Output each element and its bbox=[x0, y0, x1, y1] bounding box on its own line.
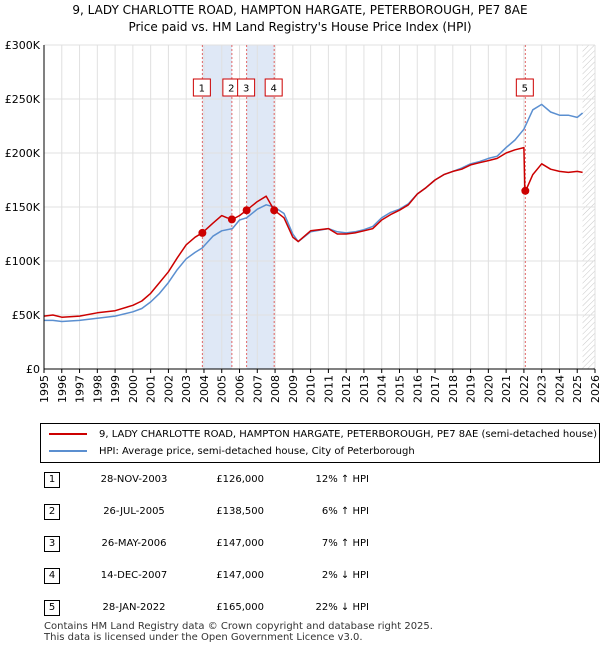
y-tick-label: £300K bbox=[5, 39, 41, 52]
sale-label-number: 2 bbox=[228, 84, 234, 95]
x-tick-label: 2001 bbox=[145, 375, 158, 403]
sale-label-number: 1 bbox=[199, 84, 205, 95]
sale-number-badge: 1 bbox=[44, 472, 60, 488]
x-tick-label: 2010 bbox=[305, 375, 318, 403]
footer-licence: This data is licensed under the Open Gov… bbox=[44, 632, 363, 643]
table-row: 5 28-JAN-2022 £165,000 22% ↓ HPI bbox=[44, 600, 444, 616]
sale-price: £147,000 bbox=[216, 570, 264, 581]
sale-hpi-diff: 7% ↑ HPI bbox=[321, 538, 369, 549]
x-tick-label: 2009 bbox=[287, 375, 300, 403]
footer-copyright: Contains HM Land Registry data © Crown c… bbox=[44, 621, 433, 632]
x-tick-label: 1996 bbox=[56, 375, 69, 403]
y-tick-label: £200K bbox=[5, 147, 41, 160]
sale-hpi-diff: 2% ↓ HPI bbox=[321, 570, 369, 581]
table-row: 4 14-DEC-2007 £147,000 2% ↓ HPI bbox=[44, 568, 444, 584]
sale-label-box bbox=[515, 78, 534, 97]
x-tick-label: 2025 bbox=[571, 375, 584, 403]
x-tick-label: 2013 bbox=[358, 375, 371, 403]
x-tick-label: 2022 bbox=[518, 375, 531, 403]
chart-title-line2: Price paid vs. HM Land Registry's House … bbox=[128, 20, 472, 34]
x-tick-label: 2006 bbox=[234, 375, 247, 403]
x-tick-label: 2024 bbox=[553, 375, 566, 403]
y-tick-label: £250K bbox=[5, 93, 41, 106]
sale-point bbox=[198, 228, 207, 237]
x-tick-label: 2004 bbox=[198, 375, 211, 403]
table-row: 1 28-NOV-2003 £126,000 12% ↑ HPI bbox=[44, 472, 444, 488]
legend-swatch-hpi bbox=[49, 450, 87, 452]
y-tick-label: £150K bbox=[5, 201, 41, 214]
sale-hpi-diff: 6% ↑ HPI bbox=[321, 506, 369, 517]
y-tick-label: £0 bbox=[26, 363, 40, 376]
x-tick-label: 2016 bbox=[411, 375, 424, 403]
sale-label-box bbox=[192, 78, 211, 97]
x-tick-label: 1999 bbox=[109, 375, 122, 403]
sale-number-badge: 5 bbox=[44, 600, 60, 616]
sale-date: 28-JAN-2022 bbox=[102, 602, 166, 613]
x-tick-label: 2021 bbox=[500, 375, 513, 403]
legend: 9, LADY CHARLOTTE ROAD, HAMPTON HARGATE,… bbox=[40, 423, 600, 463]
sale-date: 26-MAY-2006 bbox=[101, 538, 167, 549]
x-tick-label: 2020 bbox=[482, 375, 495, 403]
x-tick-label: 2000 bbox=[127, 375, 140, 403]
sale-label-number: 3 bbox=[243, 84, 249, 95]
series-line-property bbox=[43, 146, 583, 318]
table-row: 3 26-MAY-2006 £147,000 7% ↑ HPI bbox=[44, 536, 444, 552]
x-tick-label: 1995 bbox=[38, 375, 51, 403]
x-tick-label: 2012 bbox=[340, 375, 353, 403]
y-tick-label: £50K bbox=[12, 309, 41, 322]
sale-date: 28-NOV-2003 bbox=[100, 474, 168, 485]
x-tick-label: 2008 bbox=[269, 375, 282, 403]
sale-date: 14-DEC-2007 bbox=[100, 570, 168, 581]
x-tick-label: 2018 bbox=[447, 375, 460, 403]
sale-price: £165,000 bbox=[216, 602, 264, 613]
sale-date: 26-JUL-2005 bbox=[103, 506, 165, 517]
x-tick-label: 2017 bbox=[429, 375, 442, 403]
y-tick-label: £100K bbox=[5, 255, 41, 268]
x-tick-label: 2002 bbox=[162, 375, 175, 403]
series-line-hpi bbox=[44, 103, 584, 323]
legend-label-property: 9, LADY CHARLOTTE ROAD, HAMPTON HARGATE,… bbox=[99, 429, 597, 440]
legend-label-hpi: HPI: Average price, semi-detached house,… bbox=[99, 446, 415, 457]
sale-number-badge: 2 bbox=[44, 504, 60, 520]
chart-title-line1: 9, LADY CHARLOTTE ROAD, HAMPTON HARGATE,… bbox=[72, 3, 528, 17]
sale-number-badge: 4 bbox=[44, 568, 60, 584]
x-tick-label: 2026 bbox=[589, 375, 600, 403]
legend-item-hpi: HPI: Average price, semi-detached house,… bbox=[49, 444, 415, 460]
x-tick-label: 2007 bbox=[251, 375, 264, 403]
sale-point bbox=[270, 206, 279, 215]
x-tick-label: 2005 bbox=[216, 375, 229, 403]
x-tick-label: 2015 bbox=[393, 375, 406, 403]
legend-swatch-property bbox=[49, 433, 87, 435]
sale-price: £147,000 bbox=[216, 538, 264, 549]
x-tick-label: 1997 bbox=[74, 375, 87, 403]
x-tick-label: 2023 bbox=[536, 375, 549, 403]
x-tick-label: 2014 bbox=[376, 375, 389, 403]
sale-label-number: 5 bbox=[522, 84, 528, 95]
sale-point bbox=[227, 215, 236, 224]
sale-point bbox=[242, 206, 251, 215]
sale-price: £138,500 bbox=[216, 506, 264, 517]
sale-price: £126,000 bbox=[216, 474, 264, 485]
sale-number-badge: 3 bbox=[44, 536, 60, 552]
sale-hpi-diff: 22% ↓ HPI bbox=[315, 602, 369, 613]
sale-point bbox=[521, 186, 530, 195]
sale-label-number: 4 bbox=[270, 84, 276, 95]
x-tick-label: 1998 bbox=[91, 375, 104, 403]
sale-hpi-diff: 12% ↑ HPI bbox=[315, 474, 369, 485]
legend-item-property: 9, LADY CHARLOTTE ROAD, HAMPTON HARGATE,… bbox=[49, 427, 597, 443]
x-tick-label: 2019 bbox=[465, 375, 478, 403]
sale-label-box bbox=[237, 78, 256, 97]
x-tick-label: 2011 bbox=[322, 375, 335, 403]
x-tick-label: 2003 bbox=[180, 375, 193, 403]
table-row: 2 26-JUL-2005 £138,500 6% ↑ HPI bbox=[44, 504, 444, 520]
sale-label-box bbox=[264, 78, 283, 97]
